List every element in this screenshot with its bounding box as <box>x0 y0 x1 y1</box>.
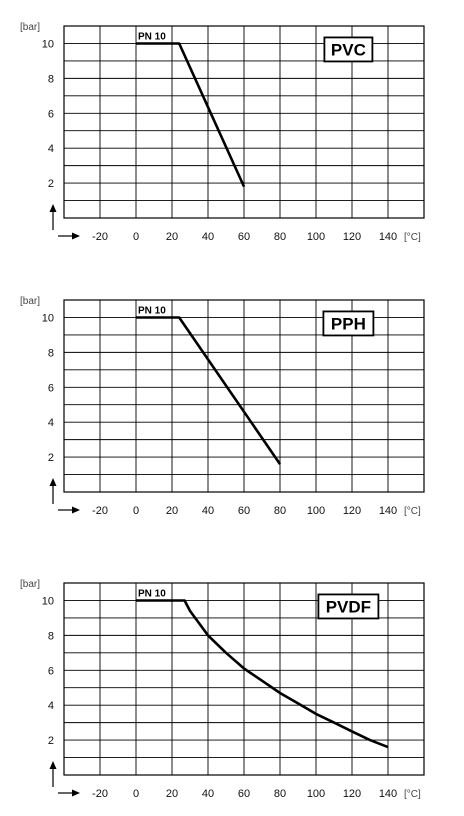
x-tick-label: 40 <box>202 231 214 243</box>
x-unit-label: [°C] <box>404 232 421 243</box>
y-tick-label: 6 <box>48 382 54 394</box>
x-tick-label: 60 <box>238 788 250 800</box>
y-tick-label: 10 <box>42 312 54 324</box>
x-tick-label: 40 <box>202 788 214 800</box>
x-tick-label: 100 <box>307 505 325 517</box>
chart-pph: [bar] 2 4 6 8 10 -20 0 20 40 60 80 100 120 140 [°C] PN 1… <box>0 292 464 522</box>
x-tick-label: 60 <box>238 231 250 243</box>
x-tick-label: -20 <box>92 231 108 243</box>
y-tick-label: 2 <box>48 735 54 747</box>
x-tick-label: 20 <box>166 231 178 243</box>
material-badge-label: PPH <box>331 314 366 333</box>
y-tick-label: 4 <box>48 417 54 429</box>
x-tick-label: 140 <box>379 788 397 800</box>
chart-pph-svg: [bar] 2 4 6 8 10 -20 0 20 40 60 80 100 120 140 [°C] PN 1… <box>20 296 425 517</box>
chart-pvc: [bar] 2 4 6 8 10 -20 0 20 40 60 80 100 120 140 [°C] PN 1… <box>0 18 464 248</box>
chart-pvc-svg: [bar] 2 4 6 8 10 -20 0 20 40 60 80 100 120 140 [°C] PN 1… <box>20 22 425 243</box>
y-axis-arrow-head <box>49 204 57 212</box>
x-tick-label: 140 <box>379 231 397 243</box>
y-tick-label: 8 <box>48 347 54 359</box>
x-tick-label: 20 <box>166 505 178 517</box>
x-tick-label: -20 <box>92 788 108 800</box>
chart-pvdf: [bar] 2 4 6 8 10 -20 0 20 40 60 80 100 120 140 [°C] PN 1… <box>0 575 464 805</box>
x-axis-arrow-head <box>72 232 80 240</box>
y-tick-label: 8 <box>48 630 54 642</box>
y-tick-label: 8 <box>48 73 54 85</box>
x-tick-label: -20 <box>92 505 108 517</box>
y-axis-arrow-head <box>49 761 57 769</box>
x-tick-label: 120 <box>343 231 361 243</box>
x-tick-label: 140 <box>379 505 397 517</box>
x-tick-label: 0 <box>133 505 139 517</box>
y-tick-label: 10 <box>42 38 54 50</box>
y-unit-label: [bar] <box>20 296 40 307</box>
x-tick-label: 0 <box>133 231 139 243</box>
pressure-curve <box>136 599 389 749</box>
x-tick-label: 80 <box>274 231 286 243</box>
y-tick-label: 4 <box>48 143 54 155</box>
x-tick-label: 40 <box>202 505 214 517</box>
y-tick-label: 6 <box>48 108 54 120</box>
x-axis-arrow-head <box>72 506 80 514</box>
pressure-curve <box>136 42 246 188</box>
x-tick-label: 0 <box>133 788 139 800</box>
material-badge-label: PVC <box>331 40 366 59</box>
y-unit-label: [bar] <box>20 22 40 33</box>
x-tick-label: 120 <box>343 788 361 800</box>
material-badge-box <box>317 593 380 620</box>
pn-label: PN 10 <box>138 31 166 42</box>
y-unit-label: [bar] <box>20 579 40 590</box>
x-tick-label: 100 <box>307 788 325 800</box>
y-tick-label: 2 <box>48 452 54 464</box>
x-tick-label: 20 <box>166 788 178 800</box>
x-unit-label: [°C] <box>404 506 421 517</box>
material-badge-box <box>323 36 374 63</box>
x-unit-label: [°C] <box>404 789 421 800</box>
x-tick-label: 60 <box>238 505 250 517</box>
x-tick-label: 80 <box>274 505 286 517</box>
y-tick-label: 6 <box>48 665 54 677</box>
x-tick-label: 100 <box>307 231 325 243</box>
y-tick-label: 4 <box>48 700 54 712</box>
material-badge-label: PVDF <box>326 597 371 616</box>
x-axis-arrow-head <box>72 789 80 797</box>
y-tick-label: 10 <box>42 595 54 607</box>
pn-label: PN 10 <box>138 305 166 316</box>
chart-pvdf-svg: [bar] 2 4 6 8 10 -20 0 20 40 60 80 100 120 140 [°C] PN 1… <box>20 579 425 800</box>
pn-label: PN 10 <box>138 588 166 599</box>
x-tick-label: 120 <box>343 505 361 517</box>
y-axis-arrow-head <box>49 478 57 486</box>
pressure-curve <box>136 316 282 465</box>
material-badge-box <box>322 310 375 337</box>
x-tick-label: 80 <box>274 788 286 800</box>
y-tick-label: 2 <box>48 178 54 190</box>
